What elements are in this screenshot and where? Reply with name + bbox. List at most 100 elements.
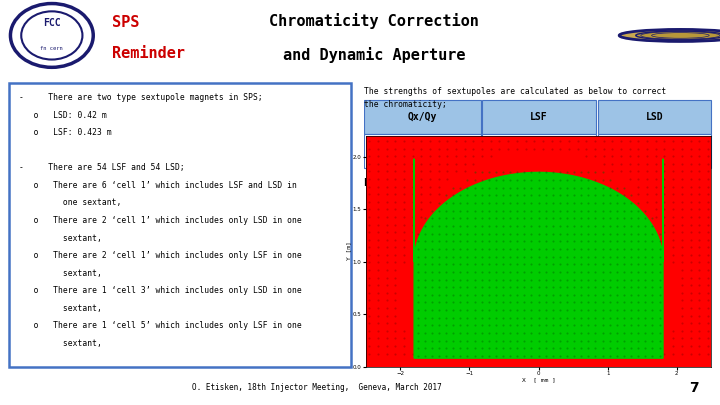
Point xyxy=(575,169,587,176)
Point xyxy=(693,221,705,228)
Point xyxy=(616,160,627,167)
Point xyxy=(639,207,651,214)
Point xyxy=(504,261,516,267)
Point xyxy=(685,138,696,144)
Point xyxy=(625,215,636,222)
Point xyxy=(540,223,552,229)
Point xyxy=(590,177,601,183)
Point xyxy=(526,230,537,237)
Point xyxy=(540,322,552,329)
Point xyxy=(490,292,502,298)
Point xyxy=(639,337,651,344)
Point xyxy=(498,238,509,245)
Point xyxy=(685,267,696,273)
Point xyxy=(454,315,466,321)
Point xyxy=(575,207,587,214)
Point xyxy=(625,192,636,198)
Point xyxy=(582,207,594,214)
Point xyxy=(568,207,580,214)
Point xyxy=(562,322,573,329)
Point xyxy=(632,284,644,290)
Point xyxy=(667,259,679,266)
Point xyxy=(469,315,480,321)
Point xyxy=(364,335,375,342)
Point xyxy=(433,183,444,190)
Point xyxy=(685,290,696,296)
Point xyxy=(498,261,509,267)
Point xyxy=(676,198,688,205)
Point xyxy=(633,183,644,190)
Point xyxy=(563,138,575,144)
Point xyxy=(447,337,459,344)
Point xyxy=(611,353,623,359)
Point xyxy=(582,337,594,344)
Point xyxy=(433,160,444,167)
Point xyxy=(426,276,438,283)
Point xyxy=(511,307,523,313)
Point xyxy=(624,176,636,182)
Point xyxy=(381,229,392,235)
Point xyxy=(526,299,537,306)
Point xyxy=(562,307,573,313)
Point xyxy=(415,168,427,175)
Point xyxy=(415,198,427,205)
Point xyxy=(625,269,636,275)
Point xyxy=(483,315,495,321)
Point xyxy=(659,168,670,175)
Point xyxy=(618,207,630,214)
Point xyxy=(650,183,662,190)
Point xyxy=(562,330,573,336)
Point xyxy=(533,330,544,336)
Point xyxy=(632,337,644,344)
Point xyxy=(372,138,384,144)
Point xyxy=(412,230,423,237)
Point xyxy=(490,169,502,176)
Point xyxy=(554,238,566,245)
Point xyxy=(462,337,473,344)
Point xyxy=(547,261,559,267)
Point xyxy=(639,299,651,306)
Point xyxy=(381,335,392,342)
Point xyxy=(364,305,375,311)
Point xyxy=(554,223,566,229)
Point xyxy=(483,292,495,298)
Point xyxy=(476,337,487,344)
Point xyxy=(498,269,509,275)
Point xyxy=(625,299,636,306)
Point xyxy=(372,191,384,197)
Point xyxy=(632,215,644,222)
Point xyxy=(642,160,653,167)
Point xyxy=(483,207,495,214)
Point xyxy=(454,284,466,290)
Point xyxy=(625,276,636,283)
Point xyxy=(490,192,502,198)
Point xyxy=(364,221,375,228)
Point xyxy=(611,292,623,298)
Point xyxy=(554,330,566,336)
Point xyxy=(575,200,587,206)
Point xyxy=(469,322,480,329)
Text: -72/-40: -72/-40 xyxy=(402,146,443,156)
FancyBboxPatch shape xyxy=(482,134,596,168)
Point xyxy=(381,290,392,296)
Point xyxy=(597,207,608,214)
Point xyxy=(433,246,445,252)
Text: o   There are 2 ‘cell 1’ which includes only LSF in one: o There are 2 ‘cell 1’ which includes on… xyxy=(19,251,302,260)
Point xyxy=(597,238,608,245)
Point xyxy=(618,322,630,329)
Point xyxy=(424,138,436,144)
Point xyxy=(518,238,530,245)
Point xyxy=(441,238,452,245)
Point xyxy=(364,168,375,175)
Text: fn cern: fn cern xyxy=(40,46,63,51)
Point xyxy=(511,284,523,290)
Point xyxy=(611,192,623,198)
Point xyxy=(575,315,587,321)
Point xyxy=(412,238,423,245)
Point xyxy=(447,192,459,198)
Point xyxy=(625,292,636,298)
Point xyxy=(490,238,502,245)
Point xyxy=(398,153,410,159)
Point xyxy=(490,223,502,229)
Point xyxy=(433,269,445,275)
